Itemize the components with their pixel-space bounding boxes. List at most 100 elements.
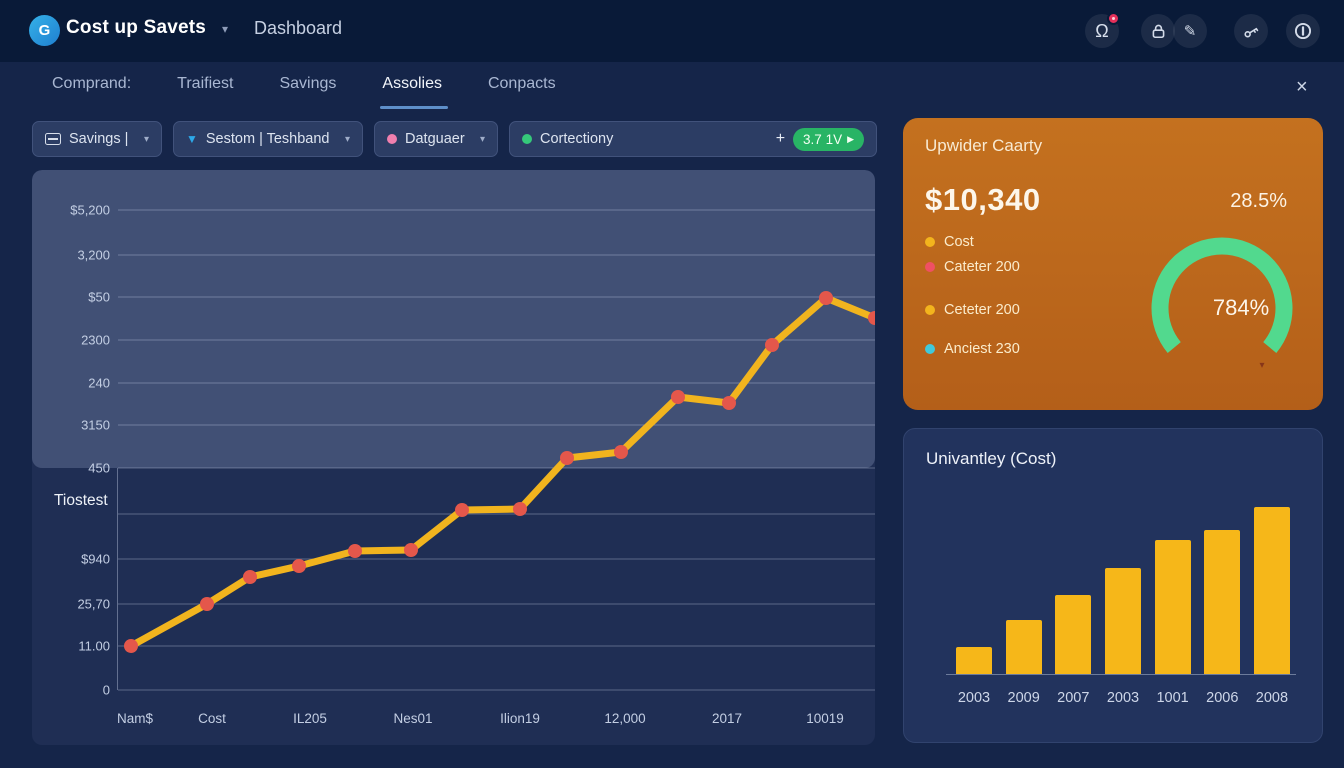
- bar: [956, 647, 992, 674]
- bar-card-title: Univantley (Cost): [926, 449, 1057, 468]
- chart-annotation: Tiostest: [54, 492, 108, 509]
- data-point: [765, 338, 779, 352]
- bar: [1104, 568, 1141, 674]
- bar: [1253, 507, 1290, 674]
- gauge-marker-icon: ▾: [1259, 360, 1264, 371]
- y-tick-label: 25,70: [77, 597, 110, 612]
- lock-button[interactable]: [1141, 14, 1175, 48]
- data-point: [513, 502, 527, 516]
- legend-label: Ceteter 200: [944, 302, 1020, 318]
- y-tick-label: 3,200: [77, 248, 110, 263]
- legend-item[interactable]: Cateter 200: [925, 259, 1020, 275]
- data-point: [868, 311, 875, 325]
- tab-traifiest[interactable]: Traifiest: [177, 75, 234, 92]
- x-tick-label: 10019: [806, 711, 844, 726]
- bar-category-label: 2003: [1106, 690, 1140, 706]
- y-tick-label: 450: [88, 461, 110, 476]
- legend-item[interactable]: Ceteter 200: [925, 302, 1020, 318]
- chip-label: Savings |: [69, 131, 129, 147]
- edit-button[interactable]: ✎: [1173, 14, 1207, 48]
- chevron-down-icon: ▾: [143, 133, 149, 145]
- data-point: [348, 544, 362, 558]
- bar: [1005, 620, 1042, 674]
- card-icon: [45, 133, 61, 145]
- legend-dot-icon: [925, 305, 935, 315]
- logo-letter: G: [38, 22, 51, 39]
- filter-chip-cortectiony[interactable]: Cortectiony + 3.7 1V ▶: [509, 121, 877, 157]
- legend-label: Cateter 200: [944, 259, 1020, 275]
- y-tick-label: 0: [103, 683, 110, 698]
- x-tick-label: Cost: [198, 711, 226, 726]
- data-point: [292, 559, 306, 573]
- chevron-down-icon: ▾: [479, 133, 485, 145]
- y-tick-label: 2300: [81, 333, 110, 348]
- data-point: [200, 597, 214, 611]
- add-icon[interactable]: +: [775, 130, 786, 147]
- data-point: [404, 543, 418, 557]
- legend-item[interactable]: Cost: [925, 234, 1020, 250]
- main-line-chart-svg: $5,200 3,200 $50 2300 240 3150 450 $940 25,70 11.…: [32, 170, 875, 726]
- legend-label: Cost: [944, 234, 974, 250]
- tab-conpacts[interactable]: Conpacts: [487, 75, 556, 92]
- y-tick-label: 11.00: [78, 639, 110, 654]
- legend-item[interactable]: Anciest 230: [925, 341, 1020, 357]
- data-point: [722, 396, 736, 410]
- summary-amount: $10,340: [925, 182, 1041, 217]
- gauge-chart: ▾: [1142, 228, 1302, 388]
- bell-icon: Ω: [1095, 21, 1109, 41]
- bar: [1055, 595, 1092, 674]
- x-tick-label: 12,000: [604, 711, 645, 726]
- filter-chip-savings[interactable]: Savings | ▾: [32, 121, 162, 157]
- x-tick-label: IL205: [293, 711, 327, 726]
- tab-savings[interactable]: Savings: [279, 75, 337, 92]
- bar-chart-card: Univantley (Cost) 2003 2009 2007 2003 1001 20…: [903, 428, 1323, 743]
- app-title: Cost up Savets: [66, 17, 207, 38]
- filter-chip-sestom[interactable]: ▼ Sestom | Teshband ▾: [173, 121, 363, 157]
- tab-comprand[interactable]: Comprand:: [52, 75, 132, 92]
- data-point: [671, 390, 685, 404]
- legend-dot-icon: [925, 237, 935, 247]
- bar-category-label: 1001: [1156, 690, 1189, 706]
- key-icon: [1243, 27, 1258, 38]
- gauge-value: 784%: [1212, 295, 1270, 320]
- notification-badge: [1107, 12, 1120, 25]
- breadcrumb-dashboard[interactable]: Dashboard: [254, 18, 343, 38]
- play-icon: ▶: [847, 133, 854, 144]
- bar-chart-labels: 2003 2009 2007 2003 1001 2006 2008: [956, 690, 1290, 706]
- bar-category-label: 2008: [1255, 690, 1289, 706]
- tab-assolies[interactable]: Assolies: [380, 75, 448, 109]
- y-tick-label: $50: [88, 290, 110, 305]
- bar-chart-axis: [946, 674, 1296, 675]
- pencil-icon: ✎: [1183, 23, 1197, 40]
- y-tick-label: $5,200: [70, 203, 110, 218]
- summary-card-title: Upwider Caarty: [925, 136, 1043, 155]
- data-point: [819, 291, 833, 305]
- y-tick-label: 3150: [81, 418, 110, 433]
- filter-chip-datguaer[interactable]: Datguaer ▾: [374, 121, 498, 157]
- info-icon: [1294, 22, 1312, 40]
- main-line-chart-panel: $5,200 3,200 $50 2300 240 3150 450 $940 25,70 11.…: [32, 170, 875, 745]
- key-button[interactable]: [1234, 14, 1268, 48]
- chip-label: Sestom | Teshband: [205, 131, 330, 147]
- app-logo[interactable]: G: [29, 15, 60, 46]
- lock-icon: [1152, 24, 1164, 38]
- data-point: [560, 451, 574, 465]
- chevron-down-icon: ▾: [344, 133, 350, 145]
- x-tick-label: 2017: [712, 711, 742, 726]
- y-tick-label: $940: [81, 552, 110, 567]
- legend-label: Anciest 230: [944, 341, 1020, 357]
- chevron-down-icon[interactable]: ▾: [222, 22, 229, 36]
- bar-chart: [956, 507, 1290, 674]
- tab-bar: Comprand: Traifiest Savings Assolies Con…: [52, 75, 556, 109]
- x-tick-label: Ilion19: [500, 711, 540, 726]
- bar-category-label: 2007: [1057, 690, 1090, 706]
- summary-legend: Cost Cateter 200 Ceteter 200 Anciest 230: [925, 234, 1020, 357]
- data-point: [243, 570, 257, 584]
- value-pill-button[interactable]: 3.7 1V ▶: [793, 127, 864, 151]
- legend-dot-icon: [925, 344, 935, 354]
- x-tick-label: Nam$: [117, 711, 154, 726]
- summary-percent: 28.5%: [1230, 190, 1287, 212]
- close-icon[interactable]: ×: [1296, 76, 1308, 98]
- info-button[interactable]: [1286, 14, 1320, 48]
